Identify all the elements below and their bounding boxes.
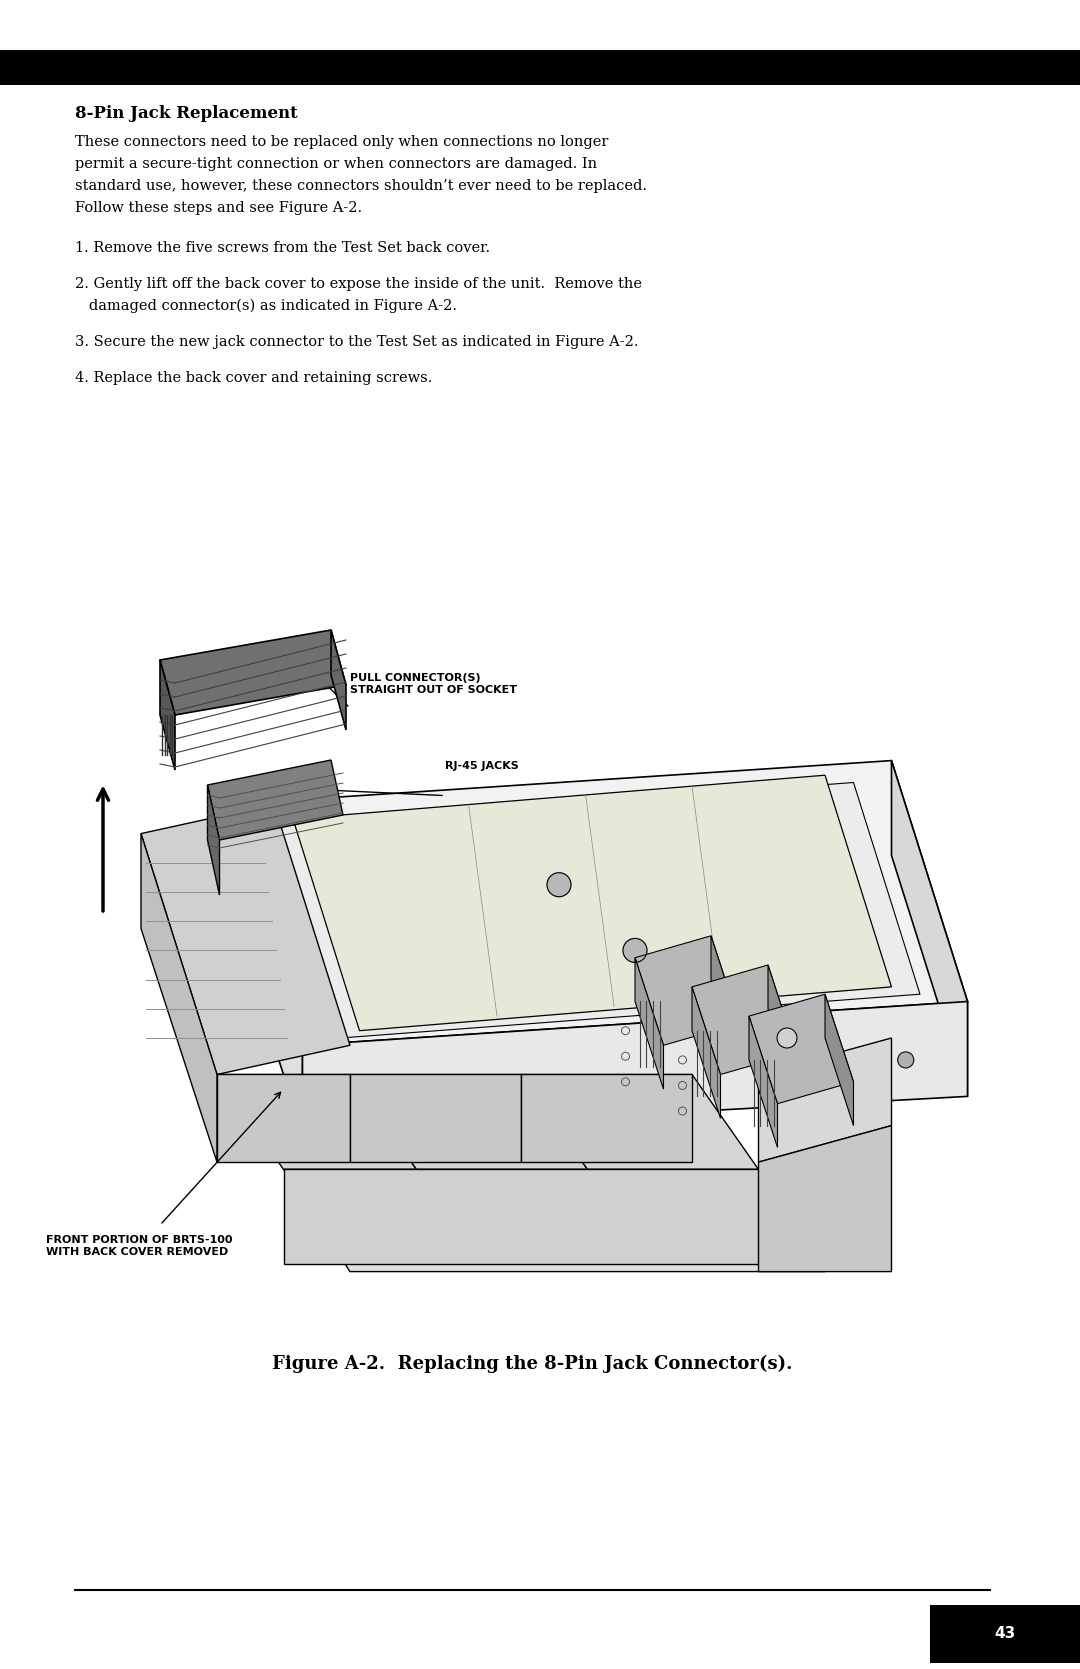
Text: 2. Gently lift off the back cover to expose the inside of the unit.  Remove the: 2. Gently lift off the back cover to exp… — [75, 277, 642, 290]
Circle shape — [777, 1028, 797, 1048]
Text: RJ-45 JACKS: RJ-45 JACKS — [445, 761, 518, 771]
Polygon shape — [227, 761, 968, 1045]
Text: 43: 43 — [995, 1627, 1015, 1642]
Polygon shape — [283, 1170, 758, 1265]
Text: Figure A-2.  Replacing the 8-Pin Jack Connector(s).: Figure A-2. Replacing the 8-Pin Jack Con… — [272, 1355, 793, 1374]
Text: permit a secure-tight connection or when connectors are damaged. In: permit a secure-tight connection or when… — [75, 157, 597, 170]
Polygon shape — [350, 1075, 588, 1170]
Polygon shape — [141, 833, 217, 1162]
Text: Follow these steps and see Figure A-2.: Follow these steps and see Figure A-2. — [75, 200, 362, 215]
Polygon shape — [692, 965, 797, 1075]
Polygon shape — [635, 936, 740, 1045]
Circle shape — [623, 938, 647, 963]
Polygon shape — [521, 1075, 692, 1162]
Polygon shape — [302, 1001, 968, 1133]
Text: damaged connector(s) as indicated in Figure A-2.: damaged connector(s) as indicated in Fig… — [75, 299, 457, 314]
Polygon shape — [750, 1016, 778, 1148]
Polygon shape — [758, 1125, 891, 1272]
Polygon shape — [330, 629, 346, 729]
Polygon shape — [227, 804, 302, 1133]
Circle shape — [546, 873, 571, 896]
Polygon shape — [293, 774, 891, 1031]
Polygon shape — [768, 965, 797, 1097]
Text: standard use, however, these connectors shouldn’t ever need to be replaced.: standard use, however, these connectors … — [75, 179, 647, 194]
Circle shape — [897, 1051, 914, 1068]
Text: APPENDIX: Maintenance: APPENDIX: Maintenance — [762, 58, 990, 77]
Text: 8-Pin Jack Replacement: 8-Pin Jack Replacement — [75, 105, 298, 122]
Text: FRONT PORTION OF BRTS-100
WITH BACK COVER REMOVED: FRONT PORTION OF BRTS-100 WITH BACK COVE… — [46, 1235, 232, 1257]
Polygon shape — [141, 804, 350, 1075]
Polygon shape — [891, 761, 968, 1097]
Polygon shape — [160, 629, 346, 714]
Bar — [0, 50, 1080, 85]
Polygon shape — [692, 986, 720, 1118]
Polygon shape — [283, 1170, 825, 1272]
Polygon shape — [750, 995, 853, 1103]
Bar — [930, 1606, 1080, 1662]
Polygon shape — [350, 1075, 521, 1162]
Text: PULL CONNECTOR(S)
STRAIGHT OUT OF SOCKET: PULL CONNECTOR(S) STRAIGHT OUT OF SOCKET — [350, 673, 517, 694]
Text: These connectors need to be replaced only when connections no longer: These connectors need to be replaced onl… — [75, 135, 608, 149]
Text: 4. Replace the back cover and retaining screws.: 4. Replace the back cover and retaining … — [75, 371, 432, 386]
Polygon shape — [217, 1075, 417, 1170]
Polygon shape — [635, 958, 663, 1090]
Polygon shape — [274, 783, 920, 1038]
Text: 1. Remove the five screws from the Test Set back cover.: 1. Remove the five screws from the Test … — [75, 240, 490, 255]
Polygon shape — [207, 759, 343, 840]
Polygon shape — [825, 995, 853, 1125]
Polygon shape — [207, 784, 219, 895]
Polygon shape — [521, 1075, 758, 1170]
Text: 3. Secure the new jack connector to the Test Set as indicated in Figure A-2.: 3. Secure the new jack connector to the … — [75, 335, 638, 349]
Polygon shape — [160, 659, 175, 769]
Polygon shape — [217, 1075, 350, 1162]
Polygon shape — [758, 1038, 891, 1162]
Polygon shape — [711, 936, 740, 1066]
